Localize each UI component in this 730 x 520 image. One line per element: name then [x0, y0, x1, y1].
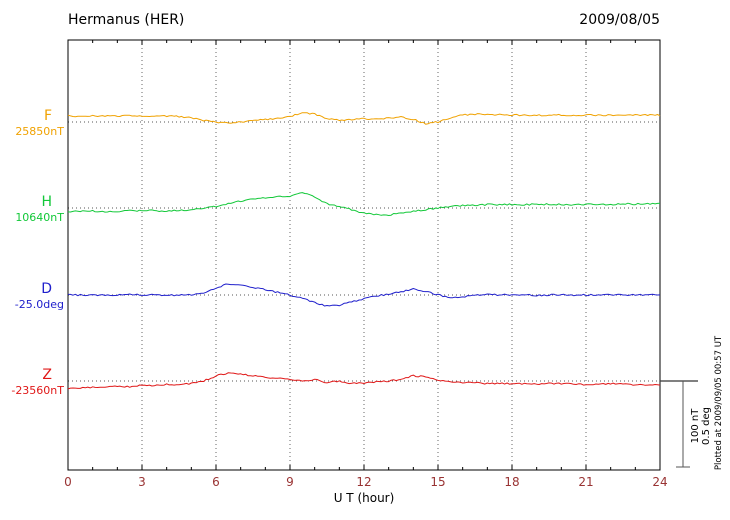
baseline-value-D: -25.0deg [15, 298, 64, 311]
scale-bar: 100 nT 0.5 deg [661, 380, 712, 468]
x-tick-label: 3 [138, 475, 146, 489]
x-axis-title: U T (hour) [334, 491, 395, 505]
station-title: Hermanus (HER) [68, 12, 184, 28]
series-label-H: H [41, 194, 52, 210]
plot-frame [67, 39, 661, 471]
grid-layer [67, 40, 697, 470]
trace-layer [67, 112, 661, 390]
baseline-value-F: 25850nT [15, 125, 64, 138]
date-label: 2009/08/05 [579, 12, 660, 28]
x-tick-label: 15 [430, 475, 445, 489]
trace-D [68, 283, 661, 307]
baseline-value-Z: -23560nT [11, 384, 64, 397]
x-tick-label: 9 [286, 475, 294, 489]
x-tick-label: 0 [64, 475, 72, 489]
x-tick-labels: 0 3 6 9 12 15 18 21 24 [64, 475, 667, 489]
series-label-Z: Z [42, 367, 52, 383]
trace-H [67, 192, 661, 216]
baseline-value-H: 10640nT [15, 211, 64, 224]
x-tick-label: 18 [504, 475, 519, 489]
scale-deg-label: 0.5 deg [701, 407, 712, 445]
x-tick-label: 24 [652, 475, 667, 489]
plotted-at-note: Plotted at 2009/09/05 00:57 UT [714, 335, 724, 470]
x-tick-label: 12 [356, 475, 371, 489]
x-tick-label: 6 [212, 475, 220, 489]
trace-F [67, 112, 661, 125]
series-label-D: D [41, 281, 52, 297]
trace-Z [67, 372, 661, 390]
x-tick-label: 21 [578, 475, 593, 489]
scale-nt-label: 100 nT [690, 408, 701, 444]
series-label-F: F [44, 108, 52, 124]
